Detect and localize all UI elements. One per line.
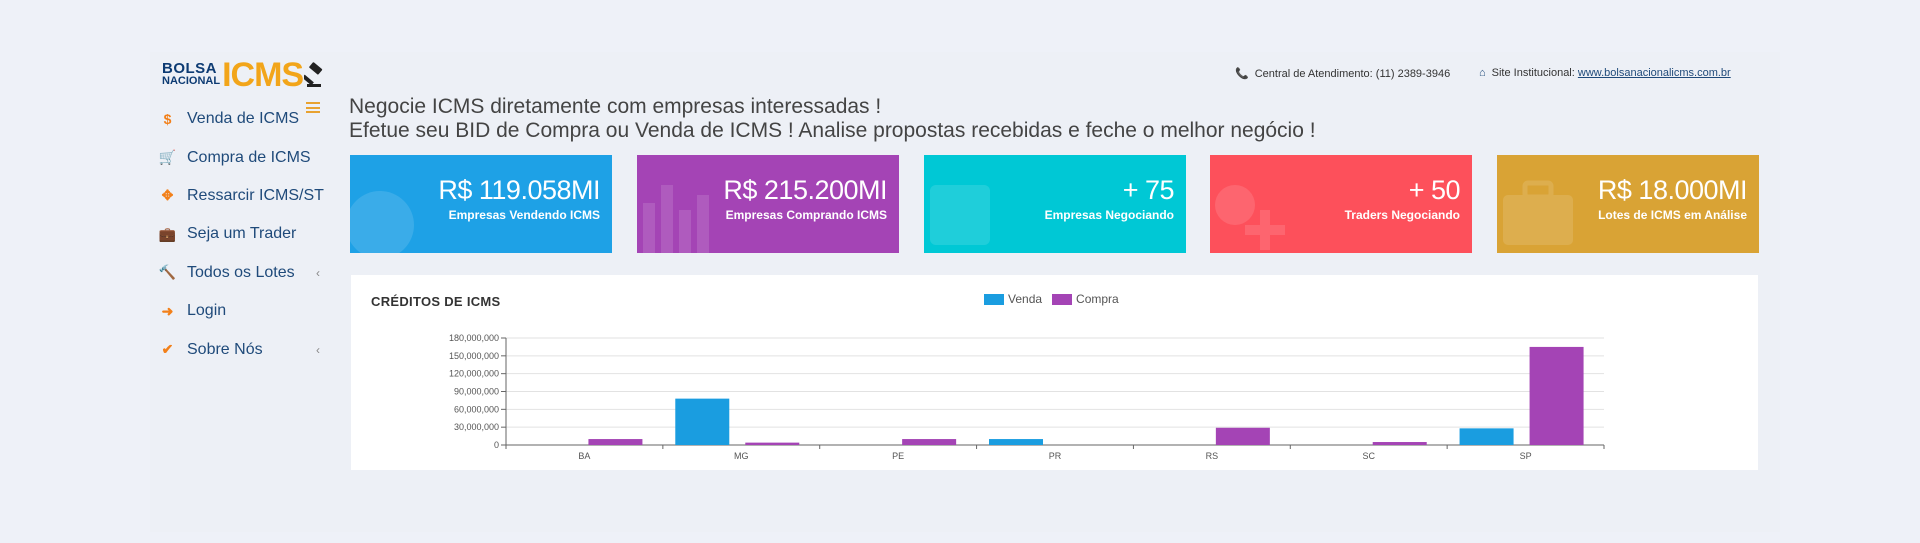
home-icon: ⌂ xyxy=(1479,67,1486,79)
legend-label: Compra xyxy=(1076,292,1119,306)
bar-venda-pr xyxy=(989,439,1043,445)
cart-icon: 🛒 xyxy=(158,149,177,166)
sidebar-item-todos-os-lotes[interactable]: 🔨 Todos os Lotes ‹ xyxy=(158,254,330,292)
y-tick-label: 90,000,000 xyxy=(454,387,499,397)
headline-line-1: Negocie ICMS diretamente com empresas in… xyxy=(349,95,882,118)
stat-card-empresas-negociando[interactable]: + 75 Empresas Negociando xyxy=(924,155,1186,253)
stat-card-empresas-comprando[interactable]: R$ 215.200MI Empresas Comprando ICMS xyxy=(637,155,899,253)
y-tick-label: 30,000,000 xyxy=(454,422,499,432)
headline: Negocie ICMS diretamente com empresas in… xyxy=(349,95,1316,143)
sidebar-item-login[interactable]: ➜ Login xyxy=(160,292,330,330)
sidebar-item-label: Todos os Lotes xyxy=(187,263,295,281)
chart-legend: Venda Compra xyxy=(984,292,1129,306)
legend-item-venda[interactable]: Venda xyxy=(984,292,1042,306)
card-bg-icon xyxy=(350,191,414,253)
card-bg-icon xyxy=(1503,180,1573,245)
bar-compra-pe xyxy=(902,439,957,445)
logo-line-2: NACIONAL xyxy=(162,75,221,87)
stat-value: R$ 18.000MI xyxy=(1597,175,1748,205)
x-tick-label: SP xyxy=(1520,451,1532,461)
stat-caption: Empresas Negociando xyxy=(1044,208,1174,222)
sidebar-menu: $ Venda de ICMS 🛒 Compra de ICMS ✥ Ressarcir … xyxy=(158,100,330,369)
bar-compra-mg xyxy=(745,442,800,445)
site-link[interactable]: www.bolsanacionalicms.com.br xyxy=(1577,67,1731,79)
stat-card-empresas-vendendo[interactable]: R$ 119.058MI Empresas Vendendo ICMS xyxy=(350,155,612,253)
headline-line-2: Efetue seu BID de Compra ou Venda de ICM… xyxy=(349,119,1316,142)
y-tick-label: 60,000,000 xyxy=(454,404,499,414)
bar-compra-ba xyxy=(588,439,643,445)
sidebar-item-sobre-n-s[interactable]: ✔ Sobre Nós ‹ xyxy=(160,330,330,368)
y-tick-label: 120,000,000 xyxy=(449,369,499,379)
stat-caption: Empresas Comprando ICMS xyxy=(725,208,887,222)
chart-panel: CRÉDITOS DE ICMS Venda Compra 0 30,000,000… xyxy=(351,275,1758,470)
y-tick-label: 180,000,000 xyxy=(449,333,499,343)
gavel-logo-icon xyxy=(304,62,323,87)
logo[interactable]: BOLSA NACIONAL ICMS xyxy=(162,58,326,92)
y-tick-label: 150,000,000 xyxy=(449,351,499,361)
bar-compra-rs xyxy=(1215,427,1270,445)
dollar-icon: $ xyxy=(163,111,172,128)
phone-icon: 📞 xyxy=(1235,68,1249,80)
chart-title: CRÉDITOS DE ICMS xyxy=(371,294,501,309)
sidebar-item-label: Compra de ICMS xyxy=(187,148,311,166)
stat-value: R$ 215.200MI xyxy=(723,175,887,205)
sidebar-item-compra-de-icms[interactable]: 🛒 Compra de ICMS xyxy=(158,138,330,176)
x-tick-label: RS xyxy=(1206,451,1219,461)
bar-compra-sc xyxy=(1372,442,1427,445)
sidebar-item-label: Venda de ICMS xyxy=(187,110,300,128)
legend-item-compra[interactable]: Compra xyxy=(1052,292,1119,306)
logo-brand: ICMS xyxy=(222,56,304,94)
stat-value: + 50 xyxy=(1408,175,1461,205)
card-bg-icon xyxy=(1215,185,1285,250)
stat-value: + 75 xyxy=(1122,175,1175,205)
x-tick-label: SC xyxy=(1362,451,1375,461)
x-tick-label: BA xyxy=(578,451,590,461)
check-circle-icon: ✔ xyxy=(161,341,174,358)
phone-info: 📞 Central de Atendimento: (11) 2389-3946 xyxy=(1235,67,1451,81)
legend-label: Venda xyxy=(1008,292,1043,306)
sidebar-item-label: Login xyxy=(187,302,227,320)
legend-swatch xyxy=(984,293,1004,305)
chevron-left-icon[interactable]: ‹ xyxy=(316,265,320,280)
logo-line-1: BOLSA xyxy=(162,60,217,77)
stat-card-traders-negociando[interactable]: + 50 Traders Negociando xyxy=(1210,155,1472,253)
stat-caption: Traders Negociando xyxy=(1344,208,1460,222)
x-tick-label: PR xyxy=(1049,451,1062,461)
arrows-icon: ✥ xyxy=(161,187,174,204)
bar-venda-sp xyxy=(1459,428,1514,445)
sidebar-item-seja-um-trader[interactable]: 💼 Seja um Trader xyxy=(158,215,330,253)
sidebar-item-label: Ressarcir ICMS/ST xyxy=(187,186,324,204)
stat-caption: Lotes de ICMS em Análise xyxy=(1598,208,1747,222)
x-tick-label: MG xyxy=(734,451,749,461)
legend-swatch xyxy=(1052,293,1073,305)
y-tick-label: 0 xyxy=(494,440,499,450)
sidebar-item-ressarcir-icms-st[interactable]: ✥ Ressarcir ICMS/ST xyxy=(160,177,330,215)
bar-venda-mg xyxy=(675,398,730,445)
sidebar-item-label: Sobre Nós xyxy=(187,340,263,358)
stat-caption: Empresas Vendendo ICMS xyxy=(448,208,600,222)
menu-toggle-icon[interactable] xyxy=(306,102,320,113)
sidebar-item-venda-de-icms[interactable]: $ Venda de ICMS xyxy=(160,100,330,138)
stat-value: R$ 119.058MI xyxy=(438,175,600,205)
phone-label: Central de Atendimento: (11) 2389-3946 xyxy=(1254,67,1451,80)
card-bg-icon xyxy=(930,185,990,245)
bar-compra-sp xyxy=(1529,346,1584,445)
card-bg-icon xyxy=(643,185,709,253)
site-label: Site Institucional: xyxy=(1491,67,1575,79)
stat-card-lotes-em-analise[interactable]: R$ 18.000MI Lotes de ICMS em Análise xyxy=(1497,155,1759,253)
site-info: ⌂ Site Institucional: www.bolsanacionali… xyxy=(1479,67,1731,79)
bar-chart: 0 30,000,000 60,000,000 90,000,000 120,000,0… xyxy=(449,333,1605,461)
x-tick-label: PE xyxy=(892,451,904,461)
gavel-icon: 🔨 xyxy=(158,264,177,281)
sidebar-item-label: Seja um Trader xyxy=(187,225,297,243)
sign-in-icon: ➜ xyxy=(161,302,174,319)
chevron-left-icon[interactable]: ‹ xyxy=(316,342,320,357)
briefcase-icon: 💼 xyxy=(158,225,177,242)
